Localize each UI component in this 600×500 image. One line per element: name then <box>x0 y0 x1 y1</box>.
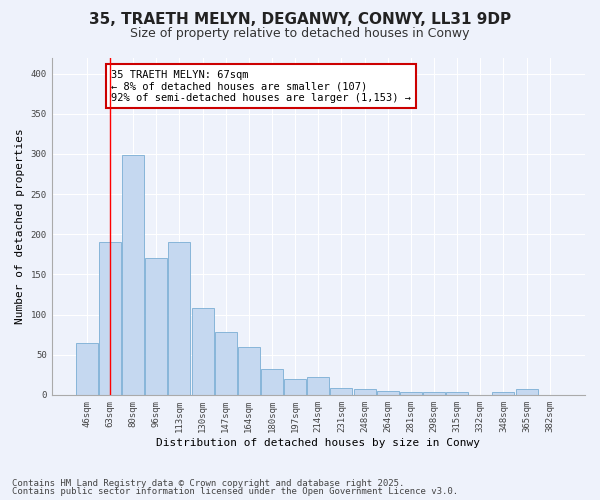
Text: Contains public sector information licensed under the Open Government Licence v3: Contains public sector information licen… <box>12 487 458 496</box>
Bar <box>423 392 445 395</box>
Bar <box>307 377 329 395</box>
Text: 35, TRAETH MELYN, DEGANWY, CONWY, LL31 9DP: 35, TRAETH MELYN, DEGANWY, CONWY, LL31 9… <box>89 12 511 28</box>
Bar <box>261 369 283 395</box>
Bar <box>331 388 352 395</box>
Bar <box>353 389 376 395</box>
Bar <box>145 258 167 395</box>
Bar <box>446 392 468 395</box>
Text: Contains HM Land Registry data © Crown copyright and database right 2025.: Contains HM Land Registry data © Crown c… <box>12 478 404 488</box>
Bar <box>169 242 190 395</box>
Bar <box>284 379 306 395</box>
Text: 35 TRAETH MELYN: 67sqm
← 8% of detached houses are smaller (107)
92% of semi-det: 35 TRAETH MELYN: 67sqm ← 8% of detached … <box>111 70 411 102</box>
Bar <box>400 392 422 395</box>
Text: Size of property relative to detached houses in Conwy: Size of property relative to detached ho… <box>130 28 470 40</box>
X-axis label: Distribution of detached houses by size in Conwy: Distribution of detached houses by size … <box>156 438 480 448</box>
Bar <box>515 389 538 395</box>
Bar <box>99 242 121 395</box>
Bar <box>215 332 236 395</box>
Bar <box>493 392 514 395</box>
Bar <box>191 308 214 395</box>
Bar <box>377 391 399 395</box>
Bar <box>122 156 144 395</box>
Bar <box>76 342 98 395</box>
Bar <box>238 346 260 395</box>
Y-axis label: Number of detached properties: Number of detached properties <box>15 128 25 324</box>
